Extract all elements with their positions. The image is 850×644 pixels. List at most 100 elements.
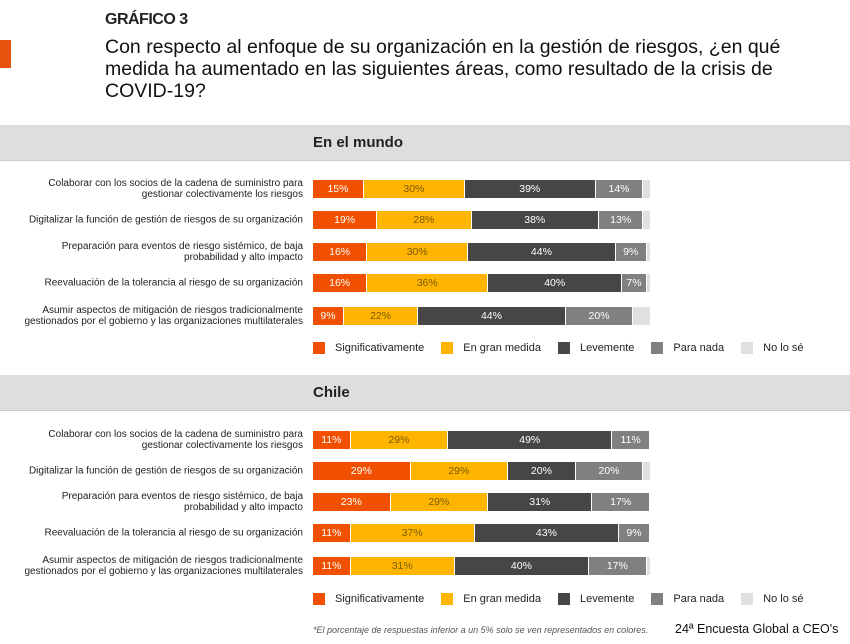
legend: Significativamente En gran medida Levement… bbox=[313, 593, 821, 605]
bar-segment: 20% bbox=[564, 307, 633, 325]
category-label: Preparación para eventos de riesgo sisté… bbox=[61, 491, 303, 513]
bar-segment: 29% bbox=[349, 431, 448, 449]
legend-swatch bbox=[651, 342, 664, 354]
category-label: Asumir aspectos de mitigación de riesgos… bbox=[24, 555, 304, 577]
bar-segment: 31% bbox=[487, 493, 592, 511]
bar-row: Reevaluación de la tolerancia al riesgo … bbox=[0, 274, 850, 296]
legend-label: Para nada bbox=[673, 593, 725, 605]
bar-segment: 20% bbox=[574, 462, 643, 480]
bar-segment: 44% bbox=[417, 307, 565, 325]
category-label: Reevaluación de la tolerancia al riesgo … bbox=[44, 527, 304, 539]
legend-item: Significativamente bbox=[313, 593, 424, 605]
bar-segment: 16% bbox=[313, 243, 367, 261]
bar-row: Digitalizar la función de gestión de rie… bbox=[0, 211, 850, 233]
chart-title: Con respecto al enfoque de su organizaci… bbox=[105, 36, 781, 102]
category-label: Reevaluación de la tolerancia al riesgo … bbox=[44, 277, 304, 289]
category-label: Preparación para eventos de riesgo sisté… bbox=[61, 241, 303, 263]
bar-segment: 20% bbox=[507, 462, 575, 480]
category-label: Colaborar con los socios de la cadena de… bbox=[48, 429, 303, 451]
legend-swatch bbox=[557, 342, 570, 354]
accent-bar bbox=[0, 40, 11, 68]
bar-row: Colaborar con los socios de la cadena de… bbox=[0, 178, 850, 202]
bar-row: Digitalizar la función de gestión de rie… bbox=[0, 462, 850, 484]
bar-segment: 30% bbox=[362, 180, 464, 198]
legend-item: Para nada bbox=[651, 593, 724, 605]
bar-row: Reevaluación de la tolerancia al riesgo … bbox=[0, 524, 850, 546]
legend-label: No lo sé bbox=[763, 593, 804, 605]
bar-segment: 22% bbox=[342, 307, 418, 325]
bar-segment: 16% bbox=[313, 274, 367, 292]
legend-label: Significativamente bbox=[335, 342, 425, 354]
bar-segment bbox=[645, 274, 650, 292]
legend-label: Para nada bbox=[673, 342, 725, 354]
legend-item: En gran medida bbox=[441, 342, 541, 354]
section-header: Chile bbox=[0, 375, 850, 411]
legend-swatch bbox=[741, 593, 754, 605]
legend-swatch bbox=[441, 342, 454, 354]
legend-item: No lo sé bbox=[741, 342, 804, 354]
bar-segment: 15% bbox=[313, 180, 363, 198]
bar-segment bbox=[642, 211, 650, 229]
category-label: Digitalizar la función de gestión de rie… bbox=[28, 465, 303, 477]
bar-segment: 23% bbox=[313, 493, 390, 511]
chart-kicker: GRÁFICO 3 bbox=[105, 11, 188, 28]
bar-segment: 40% bbox=[487, 274, 622, 292]
bar-segment: 9% bbox=[313, 307, 343, 325]
bar-segment bbox=[645, 243, 650, 261]
bar-segment: 17% bbox=[588, 557, 646, 575]
bar-segment: 9% bbox=[614, 243, 646, 261]
bar-segment: 28% bbox=[376, 211, 471, 229]
bar-segment bbox=[642, 180, 650, 198]
legend-item: Para nada bbox=[651, 342, 724, 354]
legend-label: En gran medida bbox=[463, 342, 541, 354]
bar-segment: 40% bbox=[453, 557, 589, 575]
legend-label: No lo sé bbox=[763, 342, 804, 354]
bar-row: Colaborar con los socios de la cadena de… bbox=[0, 429, 850, 453]
bar-segment: 38% bbox=[470, 211, 599, 229]
bar-segment bbox=[632, 307, 650, 325]
legend-item: No lo sé bbox=[741, 593, 804, 605]
legend-swatch bbox=[741, 342, 754, 354]
bar-segment: 7% bbox=[621, 274, 646, 292]
bar-segment: 11% bbox=[313, 524, 350, 542]
bar-segment: 11% bbox=[611, 431, 649, 449]
bar-segment: 11% bbox=[313, 557, 350, 575]
legend-label: Significativamente bbox=[335, 593, 425, 605]
bar-segment: 30% bbox=[366, 243, 468, 261]
bar-segment: 29% bbox=[409, 462, 508, 480]
legend-swatch bbox=[441, 593, 454, 605]
bar-row: Asumir aspectos de mitigación de riesgos… bbox=[0, 305, 850, 329]
legend-swatch bbox=[651, 593, 664, 605]
legend-item: Significativamente bbox=[313, 342, 424, 354]
legend-swatch bbox=[313, 342, 325, 354]
bar-segment: 9% bbox=[618, 524, 649, 542]
bar-segment: 37% bbox=[349, 524, 474, 542]
category-label: Asumir aspectos de mitigación de riesgos… bbox=[24, 305, 304, 327]
legend-swatch bbox=[313, 593, 325, 605]
bar-segment: 19% bbox=[313, 211, 377, 229]
bar-segment: 14% bbox=[594, 180, 643, 198]
bar-segment: 13% bbox=[598, 211, 643, 229]
bar-segment: 44% bbox=[467, 243, 615, 261]
bar-segment: 31% bbox=[349, 557, 454, 575]
legend-label: En gran medida bbox=[463, 593, 541, 605]
bar-row: Asumir aspectos de mitigación de riesgos… bbox=[0, 555, 850, 579]
legend: Significativamente En gran medida Levement… bbox=[313, 342, 821, 354]
category-label: Digitalizar la función de gestión de rie… bbox=[28, 214, 303, 226]
section-title: Chile bbox=[313, 384, 350, 401]
legend-label: Levemente bbox=[579, 342, 635, 354]
bar-segment bbox=[642, 462, 650, 480]
section-title: En el mundo bbox=[313, 134, 403, 151]
bar-segment: 43% bbox=[473, 524, 619, 542]
legend-item: En gran medida bbox=[441, 593, 541, 605]
legend-item: Levemente bbox=[557, 593, 634, 605]
bar-segment: 39% bbox=[463, 180, 595, 198]
legend-item: Levemente bbox=[557, 342, 635, 354]
bar-segment: 29% bbox=[389, 493, 488, 511]
bar-segment: 17% bbox=[591, 493, 649, 511]
footnote: *El porcentaje de respuestas inferior a … bbox=[313, 625, 649, 635]
section-header: En el mundo bbox=[0, 125, 850, 161]
bar-segment: 49% bbox=[447, 431, 612, 449]
bar-segment: 36% bbox=[366, 274, 488, 292]
category-label: Colaborar con los socios de la cadena de… bbox=[48, 178, 303, 200]
